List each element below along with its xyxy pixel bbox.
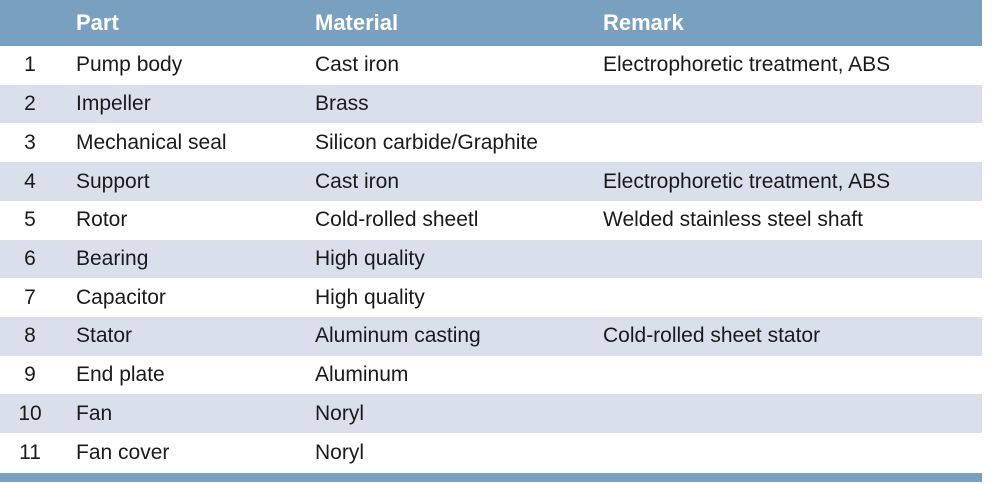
row-number-cell: 5	[24, 208, 36, 232]
header-row: Part Material Remark	[0, 0, 982, 46]
table-row: 2 Impeller Brass	[0, 84, 982, 124]
table-row: 7 Capacitor High quality	[0, 278, 982, 317]
part-cell: End plate	[76, 363, 165, 387]
remark-cell	[585, 123, 982, 162]
table-row: 4 Support Cast iron Electrophoretic treatme…	[0, 162, 982, 201]
row-number-cell: 7	[24, 285, 36, 309]
remark-cell: Cold-rolled sheet stator	[603, 324, 821, 348]
row-number-cell: 9	[24, 363, 36, 387]
part-cell: Pump body	[76, 53, 183, 77]
remark-cell: Welded stainless steel shaft	[603, 208, 863, 232]
row-number-cell: 3	[24, 130, 36, 154]
material-cell: Brass	[315, 92, 369, 116]
part-cell: Fan cover	[76, 440, 170, 464]
table-row: 10 Fan Noryl	[0, 394, 982, 434]
footer-bar	[0, 472, 982, 482]
material-cell: Silicon carbide/Graphite	[315, 130, 538, 154]
part-cell: Rotor	[76, 208, 128, 232]
remark-cell: Electrophoretic treatment, ABS	[603, 53, 891, 77]
table-row: 9 End plate Aluminum	[0, 356, 982, 395]
row-number-cell: 8	[24, 324, 36, 348]
remark-cell	[585, 85, 982, 124]
material-cell: Cast iron	[315, 169, 400, 193]
remark-cell	[585, 356, 982, 395]
table-header: Part Material Remark	[0, 0, 982, 46]
remark-cell	[585, 278, 982, 317]
material-cell: Aluminum casting	[315, 324, 481, 348]
material-cell: Cast iron	[315, 53, 400, 77]
table-row: 5 Rotor Cold-rolled sheetl Welded stainless…	[0, 201, 982, 240]
remark-cell	[585, 240, 982, 279]
material-cell: High quality	[315, 246, 425, 270]
row-number-cell: 6	[24, 246, 36, 270]
row-number-cell: 2	[24, 92, 36, 116]
table-body: 1 Pump body Cast iron Electrophoretic treat…	[0, 46, 982, 472]
row-number-cell: 4	[24, 169, 36, 193]
row-number-cell: 1	[24, 53, 36, 77]
part-cell: Bearing	[76, 246, 149, 270]
remark-cell	[585, 433, 982, 472]
table-row: 1 Pump body Cast iron Electrophoretic treat…	[0, 46, 982, 85]
material-cell: Noryl	[315, 401, 365, 425]
table-row: 11 Fan cover Noryl	[0, 433, 982, 472]
column-header-no	[0, 0, 60, 46]
material-cell: Aluminum	[315, 363, 409, 387]
remark-cell	[585, 394, 982, 433]
column-header-remark: Remark	[585, 0, 982, 46]
table-row: 3 Mechanical seal Silicon carbide/Graphite	[0, 123, 982, 162]
row-number-cell: 10	[18, 401, 42, 425]
parts-table: Part Material Remark 1 Pump body Cast iron…	[0, 0, 982, 472]
remark-cell: Electrophoretic treatment, ABS	[603, 169, 891, 193]
material-cell: Noryl	[315, 440, 365, 464]
table-row: 8 Stator Aluminum casting Cold-rolled sheet…	[0, 317, 982, 356]
column-header-material: Material	[300, 0, 585, 46]
material-cell: Cold-rolled sheetl	[315, 208, 479, 232]
part-cell: Fan	[76, 401, 113, 425]
row-number-cell: 11	[19, 440, 41, 464]
column-header-part: Part	[60, 0, 300, 46]
material-cell: High quality	[315, 285, 425, 309]
part-cell: Support	[76, 169, 150, 193]
part-cell: Capacitor	[76, 285, 166, 309]
part-cell: Mechanical seal	[76, 130, 227, 154]
part-cell: Stator	[76, 324, 133, 348]
part-cell: Impeller	[76, 92, 151, 116]
table-row: 6 Bearing High quality	[0, 239, 982, 279]
